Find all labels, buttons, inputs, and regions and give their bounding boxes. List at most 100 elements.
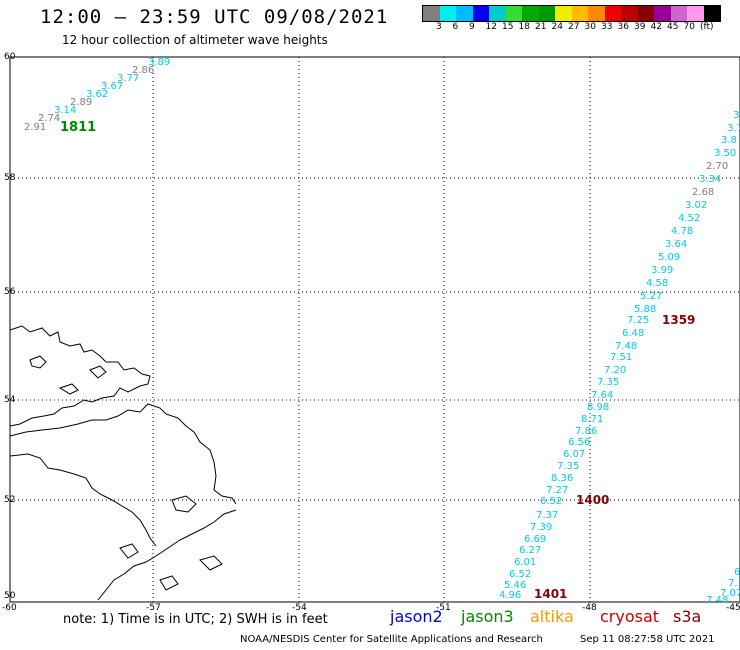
page-subtitle: 12 hour collection of altimeter wave hei… bbox=[62, 33, 328, 47]
legend-label: 70 bbox=[683, 22, 695, 32]
wave-height-value: 3. bbox=[733, 110, 740, 121]
wave-height-value: 7.51 bbox=[610, 352, 632, 363]
wave-height-value: 2.68 bbox=[692, 187, 714, 198]
sat-jason3: jason3 bbox=[461, 607, 514, 626]
wave-height-value: 3.89 bbox=[148, 57, 170, 68]
wave-height-value: 6.48 bbox=[622, 328, 644, 339]
lat-label-50: 50 bbox=[4, 591, 16, 601]
map-grid bbox=[10, 57, 740, 602]
legend-swatch bbox=[654, 6, 671, 21]
wave-height-value: 4.96 bbox=[499, 590, 521, 601]
coastline bbox=[9, 325, 237, 601]
wave-height-value: 7.35 bbox=[557, 461, 579, 472]
legend-label: 21 bbox=[535, 22, 547, 32]
lat-label-58: 58 bbox=[4, 173, 16, 183]
wave-height-value: 3.7 bbox=[727, 123, 740, 134]
legend-label: 6 bbox=[452, 22, 459, 32]
footer-note: note: 1) Time is in UTC; 2) SWH is in fe… bbox=[63, 612, 328, 627]
color-legend-labels: 3 6 9 12 15 18 21 24 27 30 33 36 39 42 45 70 (ft) bbox=[422, 22, 740, 34]
pass-time-label: 1400 bbox=[576, 493, 609, 507]
sat-s3a: s3a bbox=[673, 607, 702, 626]
wave-height-value: 8.98 bbox=[587, 402, 609, 413]
wave-height-value: 4.52 bbox=[678, 213, 700, 224]
legend-label: 9 bbox=[469, 22, 475, 32]
legend-label: 24 bbox=[551, 22, 563, 32]
wave-height-value: 2.86 bbox=[132, 65, 154, 76]
lat-label-54: 54 bbox=[4, 395, 16, 405]
wave-height-value: 6.01 bbox=[514, 557, 536, 568]
wave-height-value: 7.25 bbox=[627, 315, 649, 326]
footer-timestamp: Sep 11 08:27:58 UTC 2021 bbox=[580, 634, 715, 645]
legend-swatch bbox=[703, 6, 720, 21]
legend-swatch bbox=[522, 6, 539, 21]
wave-height-value: 3.02 bbox=[685, 200, 707, 211]
wave-height-value: 4.58 bbox=[646, 278, 668, 289]
wave-height-value: 3.64 bbox=[665, 239, 687, 250]
wave-height-value: 3.99 bbox=[651, 265, 673, 276]
legend-label: 42 bbox=[650, 22, 662, 32]
lon-label-51: -51 bbox=[436, 603, 451, 613]
lat-label-52: 52 bbox=[4, 495, 16, 505]
wave-height-value: 7.48 bbox=[706, 595, 728, 606]
legend-swatch bbox=[637, 6, 654, 21]
legend-label: (ft) bbox=[700, 22, 714, 32]
wave-height-value: 5.88 bbox=[634, 304, 656, 315]
legend-label: 18 bbox=[518, 22, 530, 32]
wave-height-value: 6.52 bbox=[540, 496, 562, 507]
wave-height-value: 2.91 bbox=[24, 122, 46, 133]
wave-height-value: 3.34 bbox=[699, 174, 721, 185]
legend-swatch bbox=[571, 6, 588, 21]
wave-height-value: 8.71 bbox=[581, 414, 603, 425]
legend-label: 27 bbox=[568, 22, 580, 32]
legend-swatch bbox=[604, 6, 621, 21]
legend-label: 3 bbox=[436, 22, 442, 32]
wave-height-value: 7.20 bbox=[604, 365, 626, 376]
legend-swatch bbox=[687, 6, 704, 21]
altimeter-tracks: 2.912.743.142.893.623.673.772.863.89 1811… bbox=[24, 57, 740, 606]
legend-swatch bbox=[505, 6, 522, 21]
legend-swatch bbox=[489, 6, 506, 21]
lat-label-56: 56 bbox=[4, 287, 16, 297]
legend-label: 15 bbox=[502, 22, 514, 32]
wave-height-value: 7.39 bbox=[530, 522, 552, 533]
wave-height-value: 7.27 bbox=[546, 485, 568, 496]
legend-label: 39 bbox=[634, 22, 646, 32]
wave-height-value: 5.27 bbox=[640, 291, 662, 302]
legend-label: 45 bbox=[667, 22, 679, 32]
wave-height-value: 6.27 bbox=[519, 545, 541, 556]
legend-label: 12 bbox=[485, 22, 497, 32]
color-legend-bar bbox=[422, 5, 721, 22]
wave-height-value: 3.50 bbox=[714, 148, 736, 159]
legend-swatch bbox=[588, 6, 605, 21]
wave-height-value: 7.35 bbox=[597, 377, 619, 388]
wave-height-value: 7.1 bbox=[728, 578, 740, 589]
lon-label-60: -60 bbox=[2, 603, 17, 613]
wave-height-value: 2.89 bbox=[70, 97, 92, 108]
wave-height-value: 5.09 bbox=[658, 252, 680, 263]
wave-height-value: 8.36 bbox=[551, 473, 573, 484]
page-title: 12:00 – 23:59 UTC 09/08/2021 bbox=[40, 6, 389, 28]
legend-swatch bbox=[423, 6, 440, 21]
footer-credit: NOAA/NESDIS Center for Satellite Applica… bbox=[240, 634, 543, 645]
wave-height-value: 4.78 bbox=[671, 226, 693, 237]
pass-time-label: 1359 bbox=[662, 313, 695, 327]
legend-swatch bbox=[472, 6, 489, 21]
wave-height-value: 6.69 bbox=[524, 534, 546, 545]
wave-height-value: 5.46 bbox=[504, 580, 526, 591]
lon-label-48: -48 bbox=[582, 603, 597, 613]
legend-label: 36 bbox=[617, 22, 629, 32]
legend-swatch bbox=[555, 6, 572, 21]
sat-jason2: jason2 bbox=[390, 607, 443, 626]
wave-height-value: 6.56 bbox=[568, 437, 590, 448]
lon-label-45: -45 bbox=[726, 603, 740, 613]
wave-height-value: 3.8 bbox=[721, 135, 737, 146]
wave-height-value: 3.77 bbox=[117, 73, 139, 84]
wave-height-value: 3.67 bbox=[101, 81, 123, 92]
pass-time-label: 1401 bbox=[534, 587, 567, 601]
lat-label-60: 60 bbox=[4, 52, 16, 62]
legend-swatch bbox=[670, 6, 687, 21]
lon-label-54: -54 bbox=[292, 603, 307, 613]
sat-cryosat: cryosat bbox=[600, 607, 660, 626]
legend-swatch bbox=[439, 6, 456, 21]
